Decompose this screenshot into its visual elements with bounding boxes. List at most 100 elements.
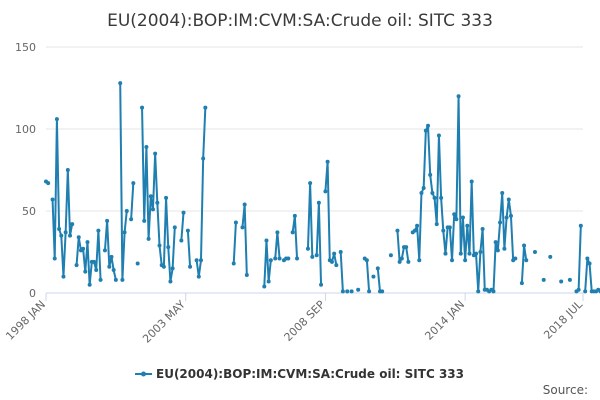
data-point[interactable] [168,279,173,284]
data-point[interactable] [478,250,483,254]
data-point[interactable] [441,228,446,233]
data-point[interactable] [194,258,199,263]
data-point[interactable] [295,256,300,261]
data-point[interactable] [148,194,153,199]
data-point[interactable] [583,289,588,294]
data-point[interactable] [371,274,376,279]
data-point[interactable] [576,287,581,292]
data-point[interactable] [314,253,319,258]
data-point[interactable] [463,258,468,263]
data-point[interactable] [498,220,503,225]
data-point[interactable] [585,256,590,261]
data-point[interactable] [524,258,529,263]
data-point[interactable] [68,233,73,238]
data-point[interactable] [417,258,422,263]
data-point[interactable] [587,261,592,266]
data-point[interactable] [286,256,291,261]
data-point[interactable] [397,259,402,264]
data-point[interactable] [140,105,145,110]
data-point[interactable] [406,259,411,264]
data-point[interactable] [201,156,206,161]
data-point[interactable] [434,222,439,227]
data-point[interactable] [172,225,177,230]
data-point[interactable] [63,230,68,235]
data-point[interactable] [404,245,409,250]
data-point[interactable] [412,228,417,233]
data-point[interactable] [203,105,208,110]
data-point[interactable] [129,217,134,222]
data-point[interactable] [502,246,507,251]
data-point[interactable] [50,197,55,202]
data-point[interactable] [491,289,496,294]
data-point[interactable] [456,94,461,99]
data-point[interactable] [454,217,459,222]
data-point[interactable] [323,189,328,194]
source-credit[interactable]: Source: [543,383,588,397]
data-point[interactable] [122,230,127,235]
data-point[interactable] [179,238,184,243]
data-point[interactable] [423,128,428,133]
data-point[interactable] [240,225,245,230]
data-point[interactable] [305,246,310,251]
data-point[interactable] [181,210,186,215]
data-point[interactable] [450,258,455,263]
data-point[interactable] [109,254,114,259]
data-point[interactable] [532,250,537,254]
data-point[interactable] [506,197,511,202]
data-point[interactable] [266,279,271,284]
data-point[interactable] [244,272,249,277]
data-point[interactable] [65,168,70,172]
data-point[interactable] [329,259,334,264]
data-point[interactable] [338,250,343,254]
data-point[interactable] [426,123,431,128]
data-point[interactable] [185,228,190,233]
data-point[interactable] [233,220,238,225]
data-point[interactable] [349,289,354,294]
data-point[interactable] [430,190,435,195]
data-point[interactable] [273,256,278,261]
data-point[interactable] [467,251,472,256]
data-point[interactable] [46,181,51,186]
data-point[interactable] [146,236,151,241]
data-point[interactable] [364,258,369,263]
data-point[interactable] [395,228,400,233]
data-point[interactable] [458,251,463,256]
data-point[interactable] [290,230,295,235]
data-point[interactable] [98,277,103,282]
data-point[interactable] [439,195,444,200]
data-point[interactable] [380,289,385,294]
data-point[interactable] [508,213,513,218]
data-point[interactable] [578,223,583,228]
data-point[interactable] [120,277,125,282]
data-point[interactable] [144,145,149,150]
data-point[interactable] [242,202,247,207]
data-point[interactable] [102,248,107,253]
data-point[interactable] [480,227,485,232]
data-point[interactable] [170,266,175,271]
data-point[interactable] [277,256,282,261]
data-point[interactable] [157,243,162,248]
data-point[interactable] [432,195,437,200]
data-point[interactable] [198,258,203,263]
series-crude-oil[interactable] [44,81,600,294]
data-point[interactable] [52,256,57,261]
data-point[interactable] [421,186,426,191]
data-point[interactable] [325,159,330,164]
data-point[interactable] [150,207,155,212]
data-point[interactable] [264,238,269,243]
data-point[interactable] [460,215,465,220]
data-point[interactable] [500,190,505,195]
data-point[interactable] [262,284,267,289]
data-point[interactable] [567,277,572,282]
data-point[interactable] [57,227,62,232]
data-point[interactable] [153,151,158,156]
data-point[interactable] [345,289,350,294]
data-point[interactable] [340,289,345,294]
data-point[interactable] [61,274,66,279]
data-point[interactable] [135,261,140,266]
data-point[interactable] [474,251,479,256]
data-point[interactable] [188,264,193,269]
data-point[interactable] [113,277,118,282]
data-point[interactable] [83,269,88,274]
data-point[interactable] [443,251,448,256]
